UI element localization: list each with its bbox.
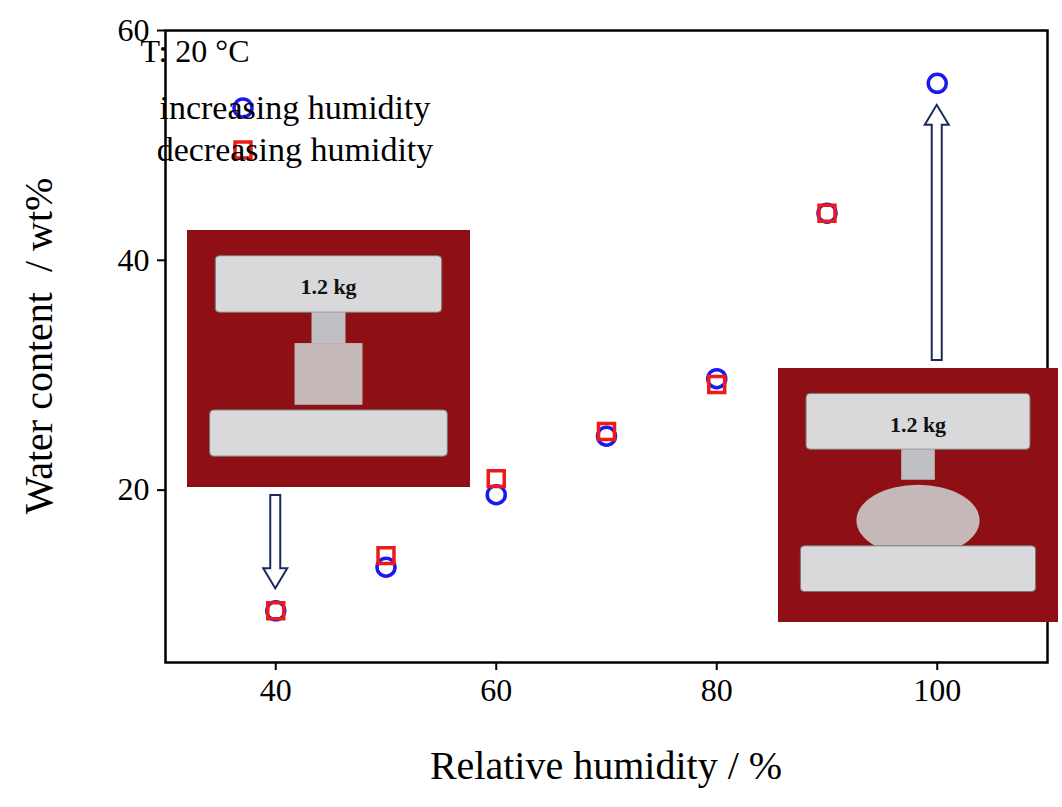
svg-text:increasing humidity: increasing humidity [159,89,430,126]
svg-text:T: 20 °C: T: 20 °C [141,33,250,69]
svg-text:Relative humidity / %: Relative humidity / % [430,743,782,788]
svg-text:1.2 kg: 1.2 kg [300,274,356,299]
svg-text:40: 40 [260,672,292,708]
svg-text:100: 100 [913,672,961,708]
svg-text:80: 80 [701,672,733,708]
svg-text:decreasing humidity: decreasing humidity [157,131,434,168]
svg-text:40: 40 [118,242,150,278]
svg-text:1.2 kg: 1.2 kg [890,412,946,437]
svg-text:60: 60 [117,11,150,48]
svg-text:20: 20 [118,471,150,507]
svg-text:Water content / wt%: Water content / wt% [16,178,61,515]
svg-text:60: 60 [480,672,512,708]
